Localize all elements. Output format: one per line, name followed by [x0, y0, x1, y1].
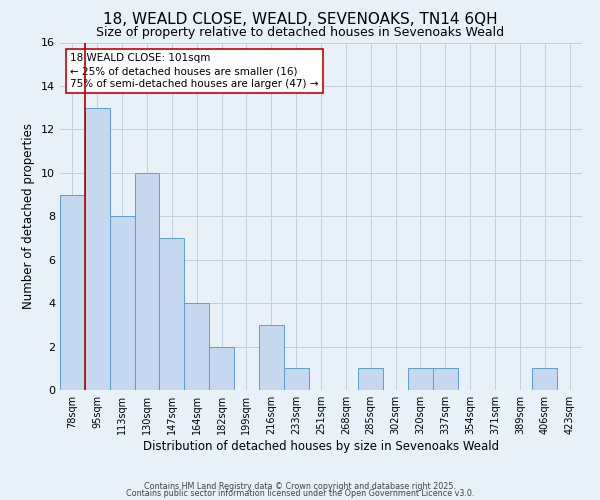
Bar [433, 368, 458, 390]
Text: Contains public sector information licensed under the Open Government Licence v3: Contains public sector information licen… [126, 489, 474, 498]
Bar [110, 216, 134, 390]
Bar [259, 325, 284, 390]
Bar [160, 238, 184, 390]
Bar [209, 346, 234, 390]
Bar [532, 368, 557, 390]
Bar [184, 303, 209, 390]
Text: 18 WEALD CLOSE: 101sqm
← 25% of detached houses are smaller (16)
75% of semi-det: 18 WEALD CLOSE: 101sqm ← 25% of detached… [70, 53, 319, 90]
Bar [85, 108, 110, 390]
Bar [134, 173, 160, 390]
Bar [60, 194, 85, 390]
Text: 18, WEALD CLOSE, WEALD, SEVENOAKS, TN14 6QH: 18, WEALD CLOSE, WEALD, SEVENOAKS, TN14 … [103, 12, 497, 28]
X-axis label: Distribution of detached houses by size in Sevenoaks Weald: Distribution of detached houses by size … [143, 440, 499, 453]
Bar [358, 368, 383, 390]
Text: Contains HM Land Registry data © Crown copyright and database right 2025.: Contains HM Land Registry data © Crown c… [144, 482, 456, 491]
Bar [284, 368, 308, 390]
Y-axis label: Number of detached properties: Number of detached properties [22, 123, 35, 309]
Bar [408, 368, 433, 390]
Text: Size of property relative to detached houses in Sevenoaks Weald: Size of property relative to detached ho… [96, 26, 504, 39]
